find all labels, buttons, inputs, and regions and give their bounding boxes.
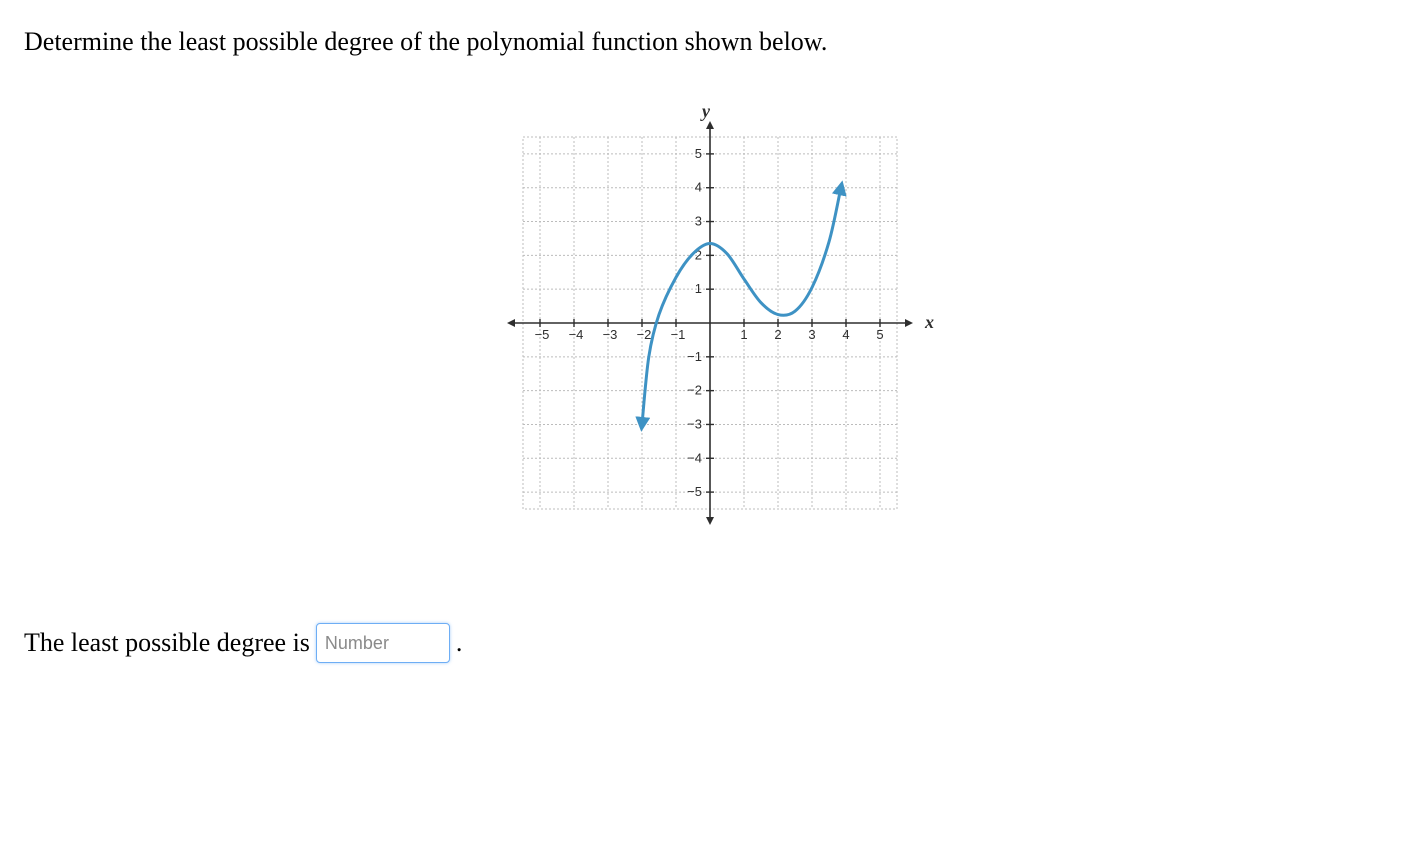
polynomial-chart: −5−4−3−2−112345−5−4−3−2−112345xy — [475, 93, 945, 553]
svg-text:3: 3 — [695, 214, 702, 229]
answer-suffix-text: . — [456, 628, 463, 658]
svg-text:5: 5 — [695, 146, 702, 161]
svg-text:−4: −4 — [687, 450, 702, 465]
svg-text:4: 4 — [695, 180, 702, 195]
svg-text:y: y — [700, 101, 711, 121]
svg-text:x: x — [924, 312, 934, 332]
question-prompt: Determine the least possible degree of t… — [24, 24, 1396, 59]
answer-prefix-text: The least possible degree is — [24, 628, 310, 658]
svg-text:−5: −5 — [535, 327, 550, 342]
chart-container: −5−4−3−2−112345−5−4−3−2−112345xy — [24, 93, 1396, 553]
svg-text:3: 3 — [808, 327, 815, 342]
answer-row: The least possible degree is . — [24, 623, 1396, 663]
svg-text:−4: −4 — [569, 327, 584, 342]
svg-text:−1: −1 — [671, 327, 686, 342]
svg-text:5: 5 — [876, 327, 883, 342]
axes — [511, 125, 909, 521]
svg-text:−2: −2 — [637, 327, 652, 342]
svg-text:−5: −5 — [687, 484, 702, 499]
degree-input[interactable] — [316, 623, 450, 663]
svg-text:1: 1 — [740, 327, 747, 342]
curve — [642, 188, 841, 425]
svg-text:−1: −1 — [687, 349, 702, 364]
svg-text:−3: −3 — [687, 417, 702, 432]
svg-text:−2: −2 — [687, 383, 702, 398]
svg-text:1: 1 — [695, 281, 702, 296]
svg-text:−3: −3 — [603, 327, 618, 342]
svg-text:4: 4 — [842, 327, 849, 342]
svg-text:2: 2 — [774, 327, 781, 342]
